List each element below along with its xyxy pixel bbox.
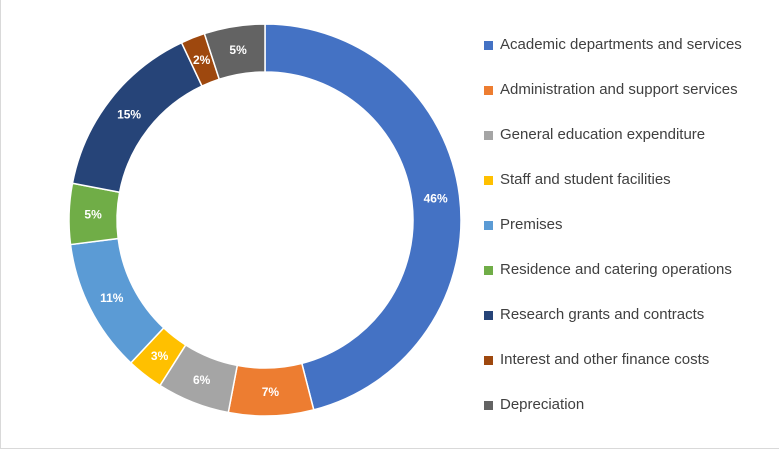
slice-data-label-6: 15%	[117, 108, 141, 122]
slice-data-label-4: 11%	[100, 291, 124, 305]
legend-item-8: Depreciation	[484, 393, 774, 438]
slice-data-label-8: 5%	[229, 43, 247, 57]
slice-data-label-2: 6%	[193, 373, 211, 387]
slice-data-label-5: 5%	[84, 208, 102, 222]
donut-slice-0	[264, 23, 462, 411]
legend-label: Research grants and contracts	[500, 306, 705, 323]
legend-label: Residence and catering operations	[500, 261, 732, 278]
legend-item-3: Staff and student facilities	[484, 168, 774, 213]
legend-item-6: Research grants and contracts	[484, 303, 774, 348]
legend-label: Interest and other finance costs	[500, 351, 710, 368]
slice-data-label-0: 46%	[424, 191, 448, 205]
donut-chart: 46% 7% 6% 3% 11% 5% 15% 2% 5%	[68, 23, 462, 417]
legend-item-0: Academic departments and services	[484, 33, 774, 78]
legend-swatch	[484, 266, 493, 275]
legend-item-1: Administration and support services	[484, 78, 774, 123]
legend-item-5: Residence and catering operations	[484, 258, 774, 303]
slice-data-label-7: 2%	[193, 53, 211, 67]
legend-swatch	[484, 401, 493, 410]
legend-label: Premises	[500, 216, 563, 233]
legend-item-4: Premises	[484, 213, 774, 258]
slice-data-label-1: 7%	[262, 385, 280, 399]
legend-swatch	[484, 356, 493, 365]
legend-label: Depreciation	[500, 396, 585, 413]
legend-swatch	[484, 311, 493, 320]
legend-swatch	[484, 86, 493, 95]
chart-legend: Academic departments and services Adminis…	[484, 33, 774, 438]
legend-label: Academic departments and services	[500, 36, 742, 53]
legend-swatch	[484, 41, 493, 50]
legend-swatch	[484, 131, 493, 140]
donut-slice-8	[203, 23, 266, 81]
legend-item-2: General education expenditure	[484, 123, 774, 168]
legend-swatch	[484, 221, 493, 230]
legend-swatch	[484, 176, 493, 185]
legend-label: Administration and support services	[500, 81, 738, 98]
legend-label: General education expenditure	[500, 126, 706, 143]
legend-item-7: Interest and other finance costs	[484, 348, 774, 393]
legend-label: Staff and student facilities	[500, 171, 671, 188]
slice-data-label-3: 3%	[151, 349, 169, 363]
